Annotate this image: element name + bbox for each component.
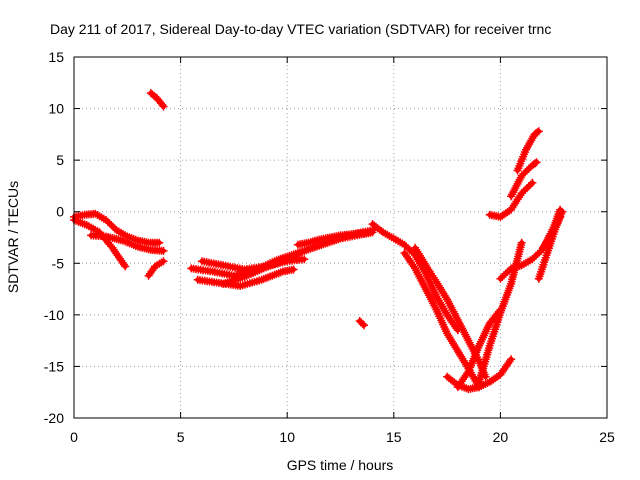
- series-markers: [368, 220, 462, 335]
- x-tick-label: 15: [386, 429, 402, 445]
- series-track-j: [293, 228, 377, 249]
- y-tick-label: -5: [52, 255, 65, 271]
- series-markers: [507, 158, 541, 201]
- series-track-p: [453, 305, 505, 392]
- series-track-n: [411, 243, 490, 381]
- x-tick-label: 10: [279, 429, 295, 445]
- x-tick-label: 5: [177, 429, 185, 445]
- y-axis: -20 -15 -10 -5 0 5 10 15: [44, 49, 607, 426]
- series-track-t: [513, 127, 543, 175]
- series-markers: [411, 243, 490, 381]
- series-track-r: [485, 178, 537, 221]
- y-tick-label: 5: [56, 152, 64, 168]
- series-markers: [293, 228, 377, 249]
- series-markers: [193, 265, 298, 290]
- x-tick-label: 20: [493, 429, 509, 445]
- series-track-s: [507, 158, 541, 201]
- chart-title: Day 211 of 2017, Sidereal Day-to-day VTE…: [50, 21, 551, 37]
- x-tick-label: 25: [599, 429, 615, 445]
- series-markers: [87, 231, 168, 255]
- series-markers: [485, 178, 537, 221]
- y-axis-title: SDTVAR / TECUs: [5, 181, 21, 293]
- x-axis-title: GPS time / hours: [287, 457, 394, 473]
- series-track-d: [144, 257, 168, 280]
- series-track-e: [146, 89, 168, 111]
- series-track-k: [355, 317, 368, 330]
- series-track-l: [368, 220, 462, 335]
- plot-area: [70, 89, 567, 394]
- series-track-w: [539, 212, 565, 252]
- x-tick-label: 0: [70, 429, 78, 445]
- y-tick-label: 0: [56, 204, 64, 220]
- series-track-c: [87, 231, 168, 255]
- series-track-g: [193, 265, 298, 290]
- plot-frame: [73, 56, 608, 419]
- series-markers: [513, 127, 543, 175]
- x-axis: 0 5 10 15 20 25: [70, 57, 615, 445]
- series-markers: [355, 317, 368, 330]
- y-tick-label: -10: [44, 307, 64, 323]
- y-tick-label: 10: [48, 101, 64, 117]
- series-track-q: [475, 238, 526, 386]
- y-tick-label: -15: [44, 358, 64, 374]
- y-tick-label: 15: [48, 49, 64, 65]
- y-tick-label: -20: [44, 410, 64, 426]
- series-markers: [539, 212, 565, 252]
- series-markers: [443, 355, 516, 394]
- series-markers: [453, 305, 505, 392]
- series-markers: [146, 89, 168, 111]
- series-markers: [144, 257, 168, 280]
- series-markers: [475, 238, 526, 386]
